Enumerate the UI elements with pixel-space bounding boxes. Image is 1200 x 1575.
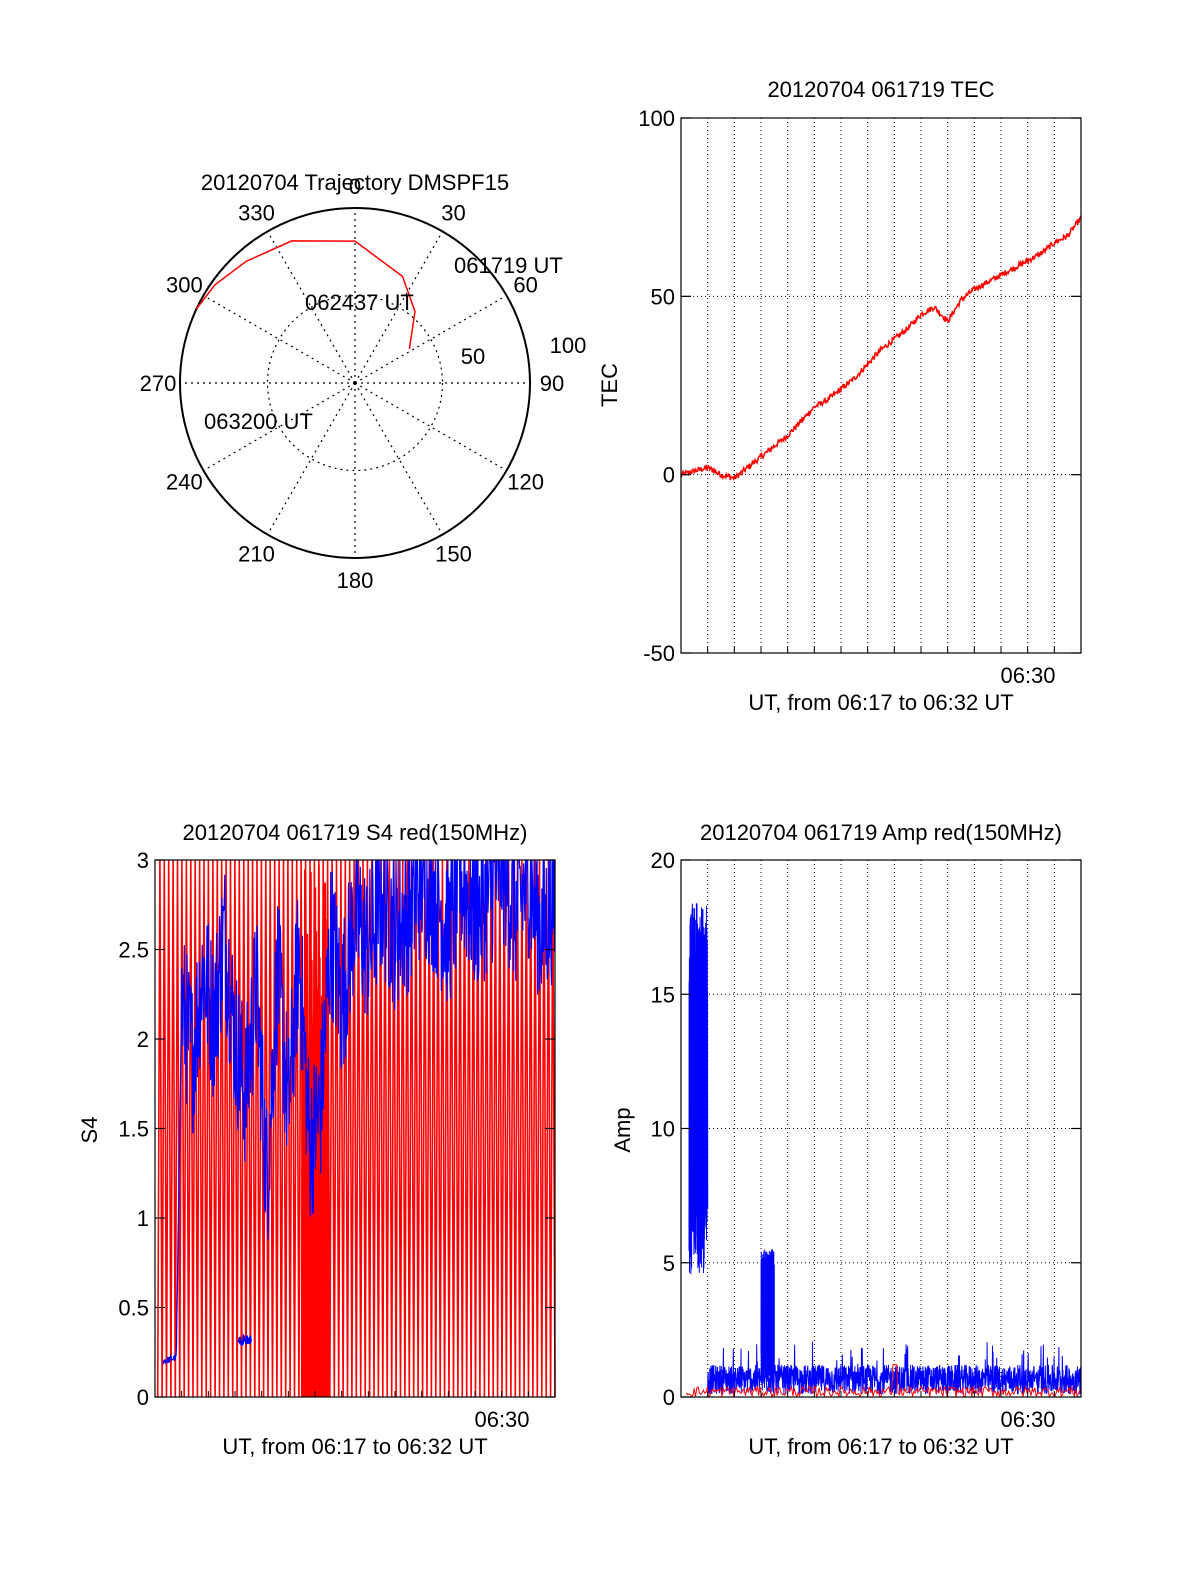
s4-chart: 20120704 061719 S4 red(150MHz) 0 0.5 1 1.5 2… bbox=[77, 820, 556, 1459]
polar-azimuth-label: 120 bbox=[507, 470, 544, 495]
polar-azimuth-label: 90 bbox=[540, 371, 564, 396]
polar-azimuth-label: 60 bbox=[513, 273, 537, 298]
amp-y-ticks: 0 5 10 15 20 bbox=[651, 848, 1081, 1410]
tec-y-tick-label: 100 bbox=[638, 106, 675, 131]
s4-series bbox=[156, 858, 556, 1398]
polar-radial-label-50: 50 bbox=[461, 344, 485, 369]
polar-annotation-end: 063200 UT bbox=[204, 409, 313, 434]
amp-red-series-line bbox=[685, 1364, 1082, 1399]
tec-y-axis-label: TEC bbox=[597, 363, 622, 407]
polar-radial-label-100: 100 bbox=[550, 333, 587, 358]
tec-grid bbox=[681, 117, 1081, 654]
polar-annotation-mid: 062437 UT bbox=[305, 290, 414, 315]
polar-azimuth-labels: 0 30 60 90 120 150 180 210 240 270 300 330 bbox=[140, 174, 565, 593]
polar-azimuth-label: 330 bbox=[238, 200, 275, 225]
s4-y-tick-label: 1 bbox=[137, 1206, 149, 1231]
polar-grid-spoke bbox=[354, 231, 444, 384]
tec-plot-frame bbox=[680, 117, 1082, 654]
tec-title: 20120704 061719 TEC bbox=[767, 77, 994, 102]
polar-azimuth-label: 180 bbox=[337, 568, 374, 593]
tec-y-tick-label: -50 bbox=[643, 641, 675, 666]
tec-y-ticks: -50 0 50 100 bbox=[638, 106, 1081, 666]
amp-y-tick-label: 10 bbox=[651, 1117, 675, 1142]
amp-y-tick-label: 15 bbox=[651, 982, 675, 1007]
polar-grid-spoke bbox=[266, 231, 356, 384]
polar-grid-circle bbox=[266, 294, 444, 472]
tec-y-tick-label: 50 bbox=[651, 284, 675, 309]
s4-y-tick-label: 0 bbox=[137, 1385, 149, 1410]
polar-grid-spoke bbox=[203, 294, 356, 384]
s4-title: 20120704 061719 S4 red(150MHz) bbox=[183, 820, 528, 845]
s4-y-tick-label: 2 bbox=[137, 1027, 149, 1052]
amp-grid bbox=[681, 859, 1081, 1398]
polar-title: 20120704 Trajectory DMSPF15 bbox=[201, 170, 509, 195]
polar-grid-spoke bbox=[266, 382, 356, 535]
polar-trajectory-line bbox=[195, 240, 416, 350]
s4-y-axis-label: S4 bbox=[77, 1117, 102, 1144]
s4-x-axis-label: UT, from 06:17 to 06:32 UT bbox=[222, 1434, 487, 1459]
tec-x-axis-label: UT, from 06:17 to 06:32 UT bbox=[748, 690, 1013, 715]
polar-azimuth-label: 210 bbox=[238, 542, 275, 567]
amp-blue-burst bbox=[688, 903, 709, 1275]
s4-x-tick-label: 06:30 bbox=[474, 1407, 529, 1432]
polar-azimuth-label: 240 bbox=[166, 470, 203, 495]
tec-series-line bbox=[680, 215, 1082, 481]
amp-x-axis-label: UT, from 06:17 to 06:32 UT bbox=[748, 1434, 1013, 1459]
amp-blue-burst bbox=[760, 1249, 775, 1384]
s4-y-tick-label: 1.5 bbox=[118, 1117, 149, 1142]
amp-y-tick-label: 20 bbox=[651, 848, 675, 873]
s4-y-tick-label: 3 bbox=[137, 848, 149, 873]
polar-grid-spoke bbox=[354, 294, 507, 384]
amp-series bbox=[685, 903, 1082, 1399]
amp-chart: 20120704 061719 Amp red(150MHz) 0 5 10 15 20… bbox=[610, 820, 1082, 1459]
polar-grid-spoke bbox=[203, 382, 356, 472]
s4-y-tick-label: 2.5 bbox=[118, 938, 149, 963]
amp-title: 20120704 061719 Amp red(150MHz) bbox=[700, 820, 1062, 845]
amp-y-axis-label: Amp bbox=[610, 1107, 635, 1152]
amp-y-tick-label: 0 bbox=[663, 1385, 675, 1410]
s4-blue-segment-low bbox=[236, 1333, 252, 1347]
tec-y-tick-label: 0 bbox=[663, 463, 675, 488]
s4-y-tick-label: 0.5 bbox=[118, 1296, 149, 1321]
polar-azimuth-label: 30 bbox=[441, 200, 465, 225]
polar-grid-spoke bbox=[354, 382, 507, 472]
tec-chart: 20120704 061719 TEC -50 0 50 100 06:30 UT, … bbox=[597, 77, 1082, 715]
s4-y-ticks: 0 0.5 1 1.5 2 2.5 3 bbox=[118, 848, 555, 1410]
polar-azimuth-label: 0 bbox=[349, 174, 361, 199]
polar-trajectory-chart: 20120704 Trajectory DMSPF15 0 30 60 90 120 15… bbox=[140, 170, 587, 593]
tec-x-tick-label: 06:30 bbox=[1000, 663, 1055, 688]
polar-azimuth-label: 150 bbox=[435, 542, 472, 567]
polar-outer-circle bbox=[179, 207, 531, 559]
polar-azimuth-label: 300 bbox=[166, 273, 203, 298]
polar-annotation-start: 061719 UT bbox=[454, 253, 563, 278]
amp-x-tick-label: 06:30 bbox=[1000, 1407, 1055, 1432]
polar-azimuth-label: 270 bbox=[140, 371, 177, 396]
polar-grid-spoke bbox=[354, 382, 444, 535]
amp-y-tick-label: 5 bbox=[663, 1251, 675, 1276]
